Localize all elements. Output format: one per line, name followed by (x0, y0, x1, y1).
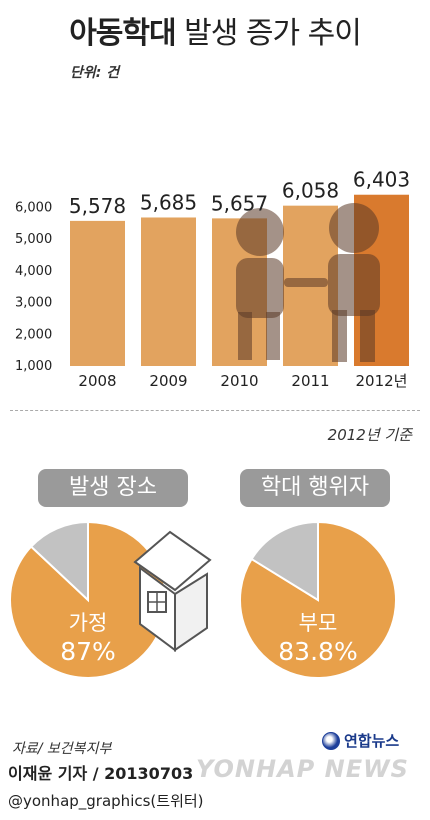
bar-chart: 1,000 2,000 3,000 4,000 5,000 6,000 5,578 2008… (15, 168, 410, 390)
y-tick-label: 4,000 (15, 264, 52, 279)
data-label: 6,403 (353, 168, 410, 192)
pie-slice (250, 520, 319, 602)
chart-title: 아동학대 발생 증가 추이 (0, 8, 430, 52)
basis-note: 2012년 기준 (327, 426, 412, 444)
y-tick-label: 6,000 (15, 201, 52, 216)
yonhap-logo: 연합뉴스 (322, 730, 399, 751)
perpetrator-header: 학대 행위자 (240, 469, 390, 507)
x-tick-label: 2012년 (356, 372, 408, 390)
unit-label: 단위: 건 (70, 65, 120, 81)
byline: 이재윤 기자 / 20130703 (8, 764, 194, 783)
yonhap-logo-icon (322, 731, 340, 750)
watermark: YONHAP NEWS (196, 755, 409, 783)
y-tick-label: 5,000 (15, 232, 52, 247)
x-tick-label: 2011 (291, 372, 329, 390)
pie-slice (29, 520, 89, 603)
source: 자료/ 보건복지부 (12, 741, 112, 757)
data-label: 5,578 (69, 194, 126, 218)
slice-value: 87% (60, 637, 116, 666)
bar (141, 217, 196, 366)
data-label: 5,685 (140, 190, 197, 214)
house-icon (133, 530, 212, 652)
y-tick-label: 3,000 (15, 296, 52, 311)
y-tick-label: 2,000 (15, 327, 52, 342)
title-bold: 아동학대 (69, 16, 176, 51)
x-tick-label: 2009 (149, 372, 187, 390)
bar (70, 220, 125, 366)
title-rest: 발생 증가 추이 (175, 16, 362, 51)
slice-label: 부모 (299, 611, 338, 635)
y-tick-label: 1,000 (15, 359, 52, 374)
logo-text: 연합뉴스 (344, 732, 400, 750)
place-header: 발생 장소 (38, 469, 188, 507)
data-label: 5,657 (211, 191, 268, 215)
children-silhouette-illustration (236, 203, 380, 362)
divider (10, 410, 420, 411)
slice-label: 가정 (69, 611, 108, 635)
x-tick-label: 2008 (78, 372, 116, 390)
pie-slice (239, 520, 397, 679)
slice-value: 83.8% (278, 637, 357, 666)
data-label: 6,058 (282, 179, 339, 203)
pie-slice (9, 520, 167, 679)
twitter-handle: @yonhap_graphics(트위터) (8, 792, 204, 810)
x-tick-label: 2010 (220, 372, 258, 390)
